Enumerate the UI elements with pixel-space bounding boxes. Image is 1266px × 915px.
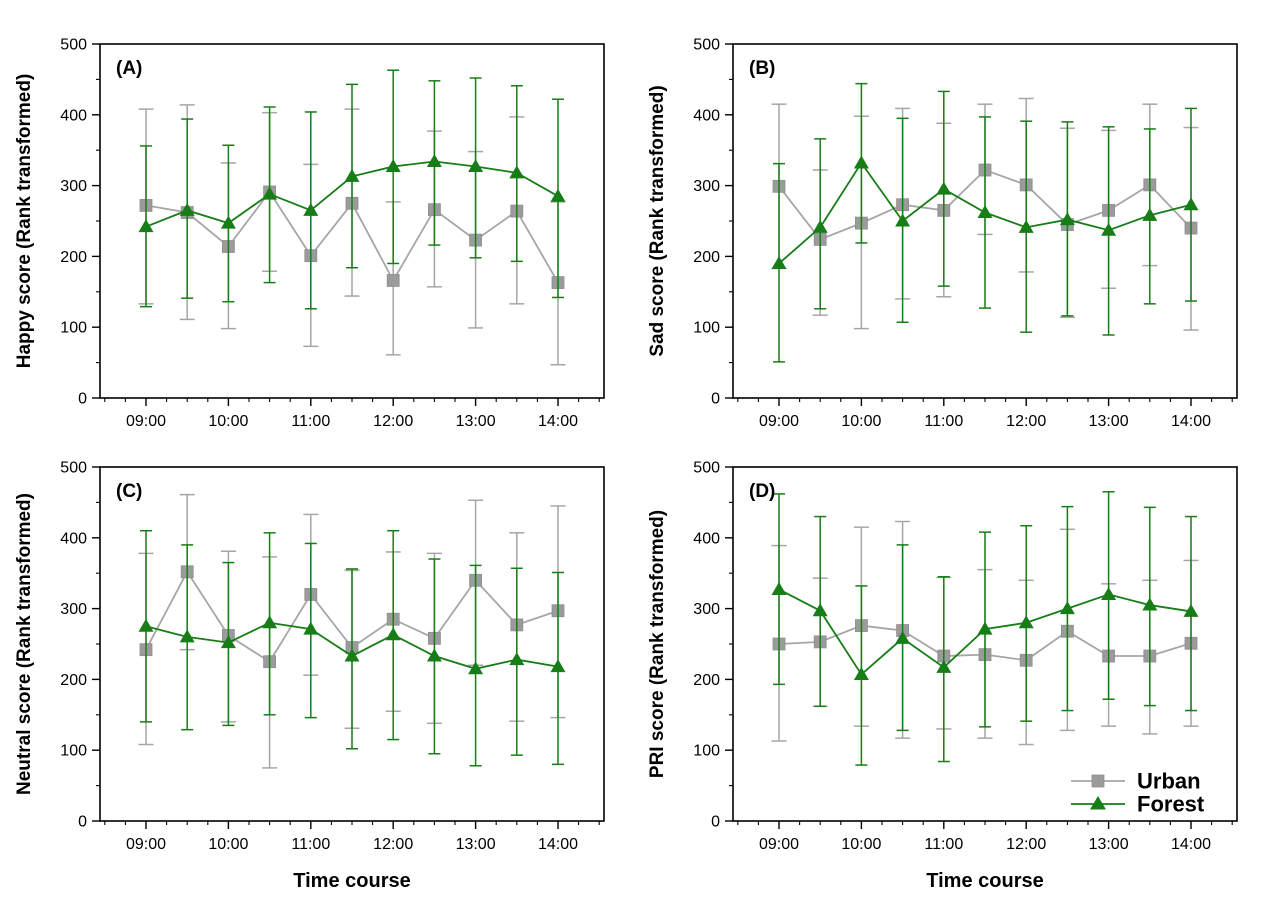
svg-text:11:00: 11:00 bbox=[924, 413, 963, 430]
svg-text:14:00: 14:00 bbox=[1171, 836, 1211, 853]
svg-text:12:00: 12:00 bbox=[373, 836, 413, 853]
svg-text:300: 300 bbox=[60, 178, 87, 195]
panel-label: (A) bbox=[116, 58, 142, 79]
x-axis-ticks: 09:00 10:00 11:00 12:00 13:00 14:00 bbox=[104, 398, 600, 430]
svg-text:09:00: 09:00 bbox=[759, 836, 799, 853]
x-axis-title: Time course bbox=[293, 870, 410, 892]
svg-text:500: 500 bbox=[60, 460, 87, 477]
svg-text:12:00: 12:00 bbox=[373, 413, 413, 430]
svg-text:100: 100 bbox=[693, 743, 720, 760]
panel-label: (B) bbox=[749, 58, 775, 79]
svg-text:09:00: 09:00 bbox=[126, 413, 166, 430]
error-bars-Forest bbox=[140, 529, 564, 767]
svg-text:0: 0 bbox=[78, 814, 87, 831]
chart-(B): 0 100 200 300 400 500 09:00 10:00 11:00 12:00 13:0… bbox=[647, 37, 1238, 430]
y-axis-title: Neutral score (Rank transformed) bbox=[14, 493, 35, 795]
chart-(D): 0 100 200 300 400 500 09:00 10:00 11:00 12:00 13:0… bbox=[647, 460, 1238, 892]
svg-text:0: 0 bbox=[711, 814, 720, 831]
svg-text:100: 100 bbox=[60, 320, 87, 337]
svg-text:10:00: 10:00 bbox=[841, 413, 881, 430]
x-axis-ticks: 09:00 10:00 11:00 12:00 13:00 14:00 bbox=[737, 821, 1233, 853]
svg-text:0: 0 bbox=[78, 391, 87, 408]
svg-text:200: 200 bbox=[693, 249, 720, 266]
svg-text:10:00: 10:00 bbox=[841, 836, 881, 853]
svg-text:300: 300 bbox=[693, 178, 720, 195]
svg-text:100: 100 bbox=[693, 320, 720, 337]
y-axis-ticks: 0 100 200 300 400 500 bbox=[693, 37, 733, 408]
markers-Forest bbox=[771, 155, 1199, 269]
svg-text:13:00: 13:00 bbox=[1089, 413, 1129, 430]
svg-text:14:00: 14:00 bbox=[1171, 413, 1211, 430]
y-axis-title: Sad score (Rank transformed) bbox=[647, 85, 668, 356]
x-axis-title: Time course bbox=[926, 870, 1043, 892]
svg-text:10:00: 10:00 bbox=[208, 836, 248, 853]
svg-text:300: 300 bbox=[693, 601, 720, 618]
error-bars-Forest bbox=[773, 82, 1197, 363]
svg-text:400: 400 bbox=[60, 530, 87, 547]
svg-text:10:00: 10:00 bbox=[208, 413, 248, 430]
y-axis-title: Happy score (Rank transformed) bbox=[14, 74, 35, 369]
y-axis-ticks: 0 100 200 300 400 500 bbox=[60, 460, 100, 831]
panel-pri-score: 0 100 200 300 400 500 09:00 10:00 11:00 12:00 13:0… bbox=[633, 455, 1266, 910]
svg-text:400: 400 bbox=[693, 107, 720, 124]
panel-sad-score: 0 100 200 300 400 500 09:00 10:00 11:00 12:00 13:0… bbox=[633, 0, 1266, 455]
svg-text:400: 400 bbox=[60, 107, 87, 124]
x-axis-ticks: 09:00 10:00 11:00 12:00 13:00 14:00 bbox=[737, 398, 1233, 430]
panel-neutral-score: 0 100 200 300 400 500 09:00 10:00 11:00 12:00 13:0… bbox=[0, 455, 633, 910]
y-axis-ticks: 0 100 200 300 400 500 bbox=[60, 37, 100, 408]
x-axis-ticks: 09:00 10:00 11:00 12:00 13:00 14:00 bbox=[104, 821, 600, 853]
svg-text:09:00: 09:00 bbox=[126, 836, 166, 853]
panel-happy-score: 0 100 200 300 400 500 09:00 10:00 11:00 12:00 13:0… bbox=[0, 0, 633, 455]
svg-text:13:00: 13:00 bbox=[456, 836, 496, 853]
markers-Forest bbox=[771, 581, 1199, 680]
svg-text:12:00: 12:00 bbox=[1006, 413, 1046, 430]
svg-text:200: 200 bbox=[693, 672, 720, 689]
legend-label: Urban bbox=[1137, 769, 1201, 794]
svg-text:200: 200 bbox=[60, 672, 87, 689]
svg-text:500: 500 bbox=[693, 460, 720, 477]
legend-triangle-icon bbox=[1090, 796, 1106, 810]
svg-text:13:00: 13:00 bbox=[1089, 836, 1129, 853]
panel-label: (D) bbox=[749, 481, 775, 502]
svg-text:200: 200 bbox=[60, 249, 87, 266]
svg-text:12:00: 12:00 bbox=[1006, 836, 1046, 853]
svg-text:14:00: 14:00 bbox=[538, 836, 578, 853]
chart-(A): 0 100 200 300 400 500 09:00 10:00 11:00 12:00 13:0… bbox=[14, 37, 605, 430]
legend-square-icon bbox=[1091, 774, 1105, 788]
y-axis-title: PRI score (Rank transformed) bbox=[647, 510, 668, 778]
svg-text:400: 400 bbox=[693, 530, 720, 547]
svg-text:11:00: 11:00 bbox=[924, 836, 963, 853]
svg-text:13:00: 13:00 bbox=[456, 413, 496, 430]
y-axis-ticks: 0 100 200 300 400 500 bbox=[693, 460, 733, 831]
svg-text:300: 300 bbox=[60, 601, 87, 618]
markers-Forest bbox=[138, 615, 566, 675]
panel-label: (C) bbox=[116, 481, 142, 502]
svg-text:0: 0 bbox=[711, 391, 720, 408]
svg-text:500: 500 bbox=[60, 37, 87, 54]
chart-(C): 0 100 200 300 400 500 09:00 10:00 11:00 12:00 13:0… bbox=[14, 460, 605, 892]
svg-text:09:00: 09:00 bbox=[759, 413, 799, 430]
svg-text:11:00: 11:00 bbox=[291, 413, 330, 430]
legend-label: Forest bbox=[1137, 792, 1205, 817]
svg-text:100: 100 bbox=[60, 743, 87, 760]
svg-text:14:00: 14:00 bbox=[538, 413, 578, 430]
svg-text:500: 500 bbox=[693, 37, 720, 54]
markers-Forest bbox=[138, 154, 566, 233]
svg-text:11:00: 11:00 bbox=[291, 836, 330, 853]
